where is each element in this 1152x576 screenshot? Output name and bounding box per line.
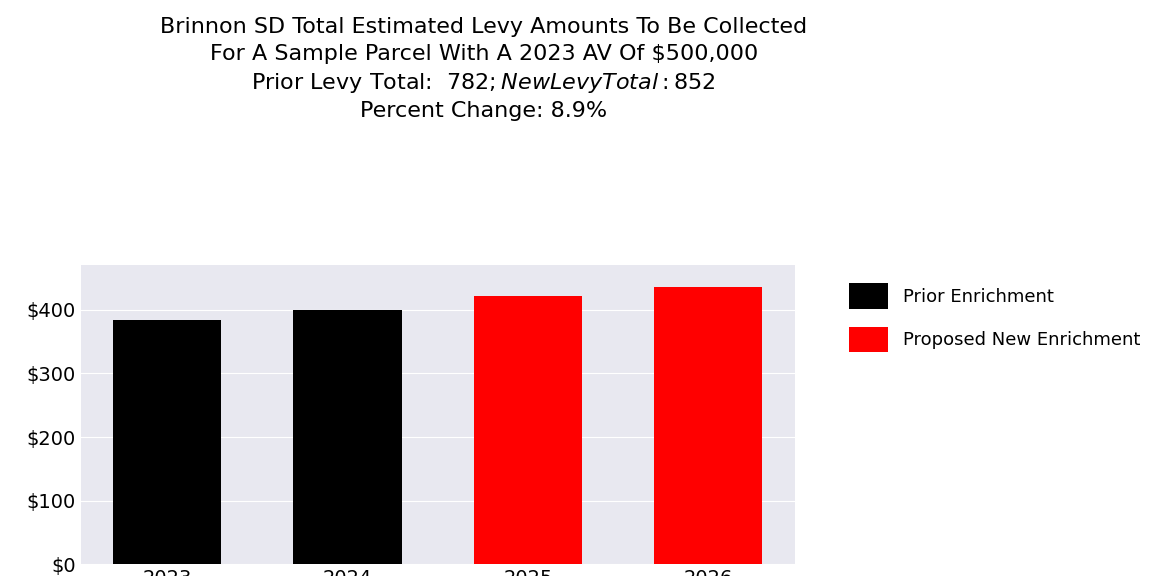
Text: Brinnon SD Total Estimated Levy Amounts To Be Collected
For A Sample Parcel With: Brinnon SD Total Estimated Levy Amounts … xyxy=(160,17,808,122)
Bar xyxy=(654,287,763,564)
Bar xyxy=(294,309,402,564)
Bar xyxy=(113,320,221,564)
Legend: Prior Enrichment, Proposed New Enrichment: Prior Enrichment, Proposed New Enrichmen… xyxy=(840,274,1150,361)
Bar xyxy=(473,295,582,564)
